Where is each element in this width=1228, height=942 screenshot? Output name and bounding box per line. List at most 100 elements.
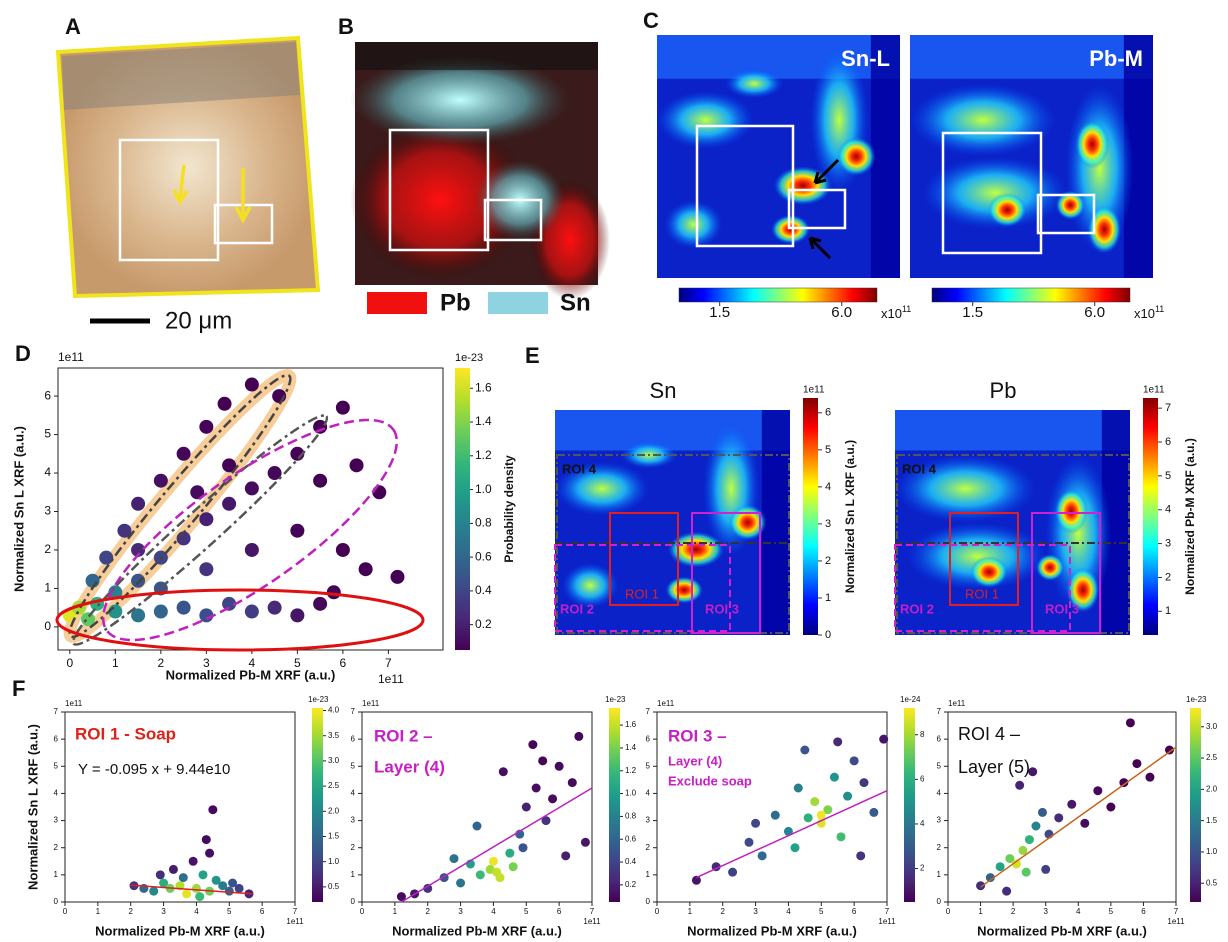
data-point bbox=[1041, 864, 1051, 874]
colorbar-tick-label: 7 bbox=[1165, 402, 1171, 414]
x-axis-label: Normalized Pb-M XRF (a.u.) bbox=[166, 667, 336, 682]
data-point bbox=[816, 810, 826, 820]
x-axis-label: Normalized Pb-M XRF (a.u.) bbox=[977, 923, 1147, 938]
x-offset: 1e11 bbox=[378, 672, 404, 686]
heatmap-blob bbox=[910, 83, 1056, 157]
data-point bbox=[117, 523, 132, 538]
x-tick-label: 7 bbox=[885, 907, 890, 916]
data-point bbox=[208, 805, 218, 815]
data-point bbox=[574, 731, 584, 741]
y-tick-label: 2 bbox=[351, 843, 356, 852]
fit-line bbox=[401, 787, 593, 903]
colorbar bbox=[455, 368, 470, 650]
heatmap-edge bbox=[870, 35, 900, 278]
heatmap-blob bbox=[657, 90, 755, 150]
x-tick-label: 0 bbox=[946, 907, 951, 916]
y-tick-label: 0 bbox=[937, 897, 942, 906]
annotation: ROI 3 – bbox=[668, 726, 727, 745]
colorbar-tick-label: 0.4 bbox=[475, 583, 492, 597]
data-point bbox=[390, 569, 405, 584]
data-point bbox=[153, 473, 168, 488]
data-point bbox=[829, 772, 839, 782]
data-point bbox=[518, 843, 528, 853]
colorbar-tick-label: 2.5 bbox=[328, 781, 340, 790]
roi-box bbox=[388, 128, 490, 252]
y-tick-label: 5 bbox=[351, 761, 356, 770]
x-tick-label: 4 bbox=[491, 907, 496, 916]
data-point bbox=[222, 458, 237, 473]
data-point bbox=[211, 875, 221, 885]
data-point bbox=[793, 783, 803, 793]
colorbar-tick-label: 2 bbox=[920, 864, 925, 873]
data-point bbox=[1119, 778, 1129, 788]
data-point bbox=[554, 761, 564, 771]
data-point bbox=[1018, 845, 1028, 855]
data-point bbox=[349, 458, 364, 473]
data-point bbox=[198, 870, 208, 880]
data-point bbox=[178, 873, 188, 883]
y-tick-label: 1 bbox=[937, 870, 942, 879]
y-tick-label: 6 bbox=[351, 734, 356, 743]
x-tick-label: 0 bbox=[66, 656, 73, 670]
roi-box bbox=[118, 138, 220, 262]
colorbar-tick-label: 6.0 bbox=[831, 304, 852, 321]
heatmap-edge bbox=[895, 410, 1130, 451]
cluster-outline bbox=[71, 414, 329, 646]
colorbar-offset: 1e-23 bbox=[455, 352, 483, 364]
colorbar-tick-label: 6 bbox=[920, 774, 925, 783]
x-tick-label: 2 bbox=[1011, 907, 1016, 916]
y-tick-label: 5 bbox=[44, 427, 51, 441]
x-tick-label: 2 bbox=[425, 907, 430, 916]
data-point bbox=[1145, 772, 1155, 782]
roi-box bbox=[787, 188, 847, 230]
x-tick-label: 0 bbox=[360, 907, 365, 916]
annotation: Layer (4) bbox=[374, 757, 445, 776]
data-point bbox=[234, 883, 244, 893]
colorbar-tick-label: 1 bbox=[825, 592, 831, 604]
data-point bbox=[224, 886, 234, 896]
heatmap-blob bbox=[771, 214, 811, 244]
data-point bbox=[358, 562, 373, 577]
y-tick-label: 3 bbox=[646, 816, 651, 825]
y-tick-label: 5 bbox=[54, 761, 59, 770]
colorbar-tick-label: 2.5 bbox=[1206, 753, 1218, 762]
data-point bbox=[313, 596, 328, 611]
micrograph-layer bbox=[62, 42, 300, 110]
y-tick-label: 4 bbox=[351, 789, 356, 798]
annotation: Exclude soap bbox=[668, 773, 752, 788]
data-point bbox=[528, 740, 538, 750]
arrow bbox=[808, 236, 832, 260]
y-tick-label: 0 bbox=[54, 897, 59, 906]
x-tick-label: 7 bbox=[590, 907, 595, 916]
data-point bbox=[1106, 802, 1116, 812]
x-tick-label: 5 bbox=[227, 907, 232, 916]
data-point bbox=[541, 816, 551, 826]
colorbar-offset: 1e-23 bbox=[308, 695, 329, 704]
y-tick-label: 2 bbox=[646, 843, 651, 852]
annotation: Layer (5) bbox=[958, 757, 1030, 777]
colorbar-tick-label: 6 bbox=[1165, 436, 1171, 448]
colorbar-tick-label: 1.4 bbox=[625, 743, 637, 752]
data-point bbox=[423, 883, 433, 893]
colorbar-tick-label: 5 bbox=[825, 444, 831, 456]
colorbar-tick-label: 0.8 bbox=[475, 516, 492, 530]
colorbar-label: Normalized Pb-M XRF (a.u.) bbox=[1183, 438, 1197, 595]
panel-label: C bbox=[643, 8, 659, 33]
colorbar-tick-label: 1 bbox=[1165, 605, 1171, 617]
legend-label: Pb bbox=[440, 289, 471, 316]
data-point bbox=[505, 848, 515, 858]
fit-line bbox=[130, 884, 253, 895]
data-point bbox=[1024, 835, 1034, 845]
y-tick-label: 1 bbox=[44, 581, 51, 595]
map-blob bbox=[350, 55, 570, 145]
data-point bbox=[131, 573, 146, 588]
colorbar-label: Probability density bbox=[502, 455, 516, 563]
y-tick-label: 0 bbox=[351, 897, 356, 906]
data-point bbox=[244, 377, 259, 392]
x-tick-label: 5 bbox=[1109, 907, 1114, 916]
y-tick-label: 3 bbox=[937, 816, 942, 825]
fit-line bbox=[980, 746, 1177, 888]
y-tick-label: 5 bbox=[937, 761, 942, 770]
legend-swatch bbox=[367, 292, 427, 314]
